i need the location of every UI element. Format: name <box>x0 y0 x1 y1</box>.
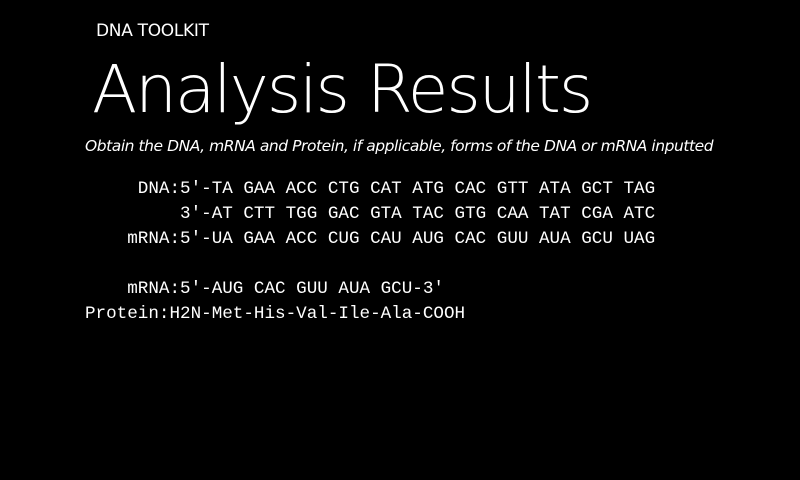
blank-spacer <box>85 252 800 277</box>
mrna-orf-line: mRNA:5'-AUG CAC GUU AUA GCU-3' <box>85 279 444 299</box>
dna-complement-line: 3'-AT CTT TGG GAC GTA TAC GTG CAA TAT CG… <box>85 204 656 224</box>
page-subtitle: Obtain the DNA, mRNA and Protein, if app… <box>85 137 714 155</box>
mrna-sequence-line: mRNA:5'-UA GAA ACC CUG CAU AUG CAC GUU A… <box>85 229 656 249</box>
app-title: DNA TOOLKIT <box>96 21 209 41</box>
analysis-results: DNA:5'-TA GAA ACC CTG CAT ATG CAC GTT AT… <box>85 177 800 327</box>
protein-line: Protein:H2N-Met-His-Val-Ile-Ala-COOH <box>85 304 466 324</box>
dna-sequence-line: DNA:5'-TA GAA ACC CTG CAT ATG CAC GTT AT… <box>85 179 656 199</box>
page-title: Analysis Results <box>92 51 593 128</box>
